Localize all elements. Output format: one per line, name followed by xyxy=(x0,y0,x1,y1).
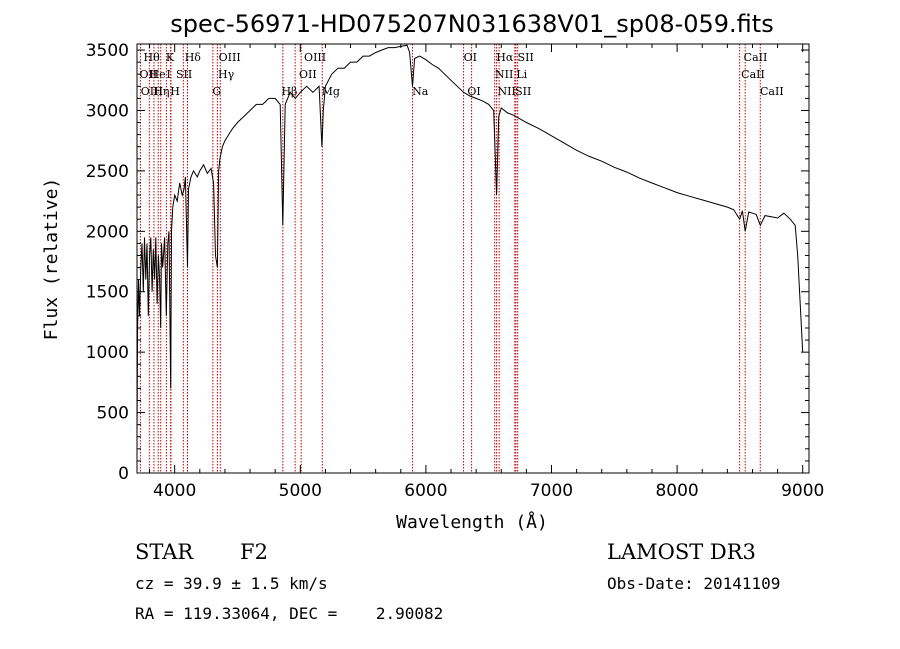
obs-date-text: Obs-Date: 20141109 xyxy=(607,574,780,593)
spectral-line-label: I xyxy=(167,68,171,81)
axis-ticks: 4000 5000 6000 7000 8000 9000 0 500 1000 1500 2000… xyxy=(86,41,825,501)
chart-title: spec-56971-HD075207N031638V01_sp08-059.f… xyxy=(170,10,773,38)
spectral-line-label: SII xyxy=(515,85,531,98)
survey-name: LAMOST DR3 xyxy=(607,540,756,564)
spectral-line-label: OI xyxy=(464,51,477,64)
spectral-line-label: Li xyxy=(516,68,527,81)
spectral-line-label: K xyxy=(166,51,175,64)
x-tick-label: 9000 xyxy=(781,481,824,501)
y-tick-label: 3500 xyxy=(86,41,129,61)
y-tick-label: 2000 xyxy=(86,222,129,242)
x-axis-label: Wavelength (Å) xyxy=(396,511,548,533)
y-tick-label: 1000 xyxy=(86,343,129,363)
flux-series-line xyxy=(136,44,804,437)
spectral-line-label: OII xyxy=(299,68,317,81)
spectral-line-label: NII xyxy=(495,68,513,81)
radec-text: RA = 119.33064, DEC = 2.90082 xyxy=(135,604,443,623)
spectral-line-label: H xyxy=(170,85,180,98)
x-tick-label: 6000 xyxy=(404,481,447,501)
x-tick-label: 7000 xyxy=(530,481,573,501)
x-tick-label: 5000 xyxy=(279,481,322,501)
spectral-line-label: OIII xyxy=(304,51,326,64)
x-tick-label: 8000 xyxy=(655,481,698,501)
y-tick-label: 3000 xyxy=(86,101,129,121)
spectral-line-label: Hη xyxy=(153,85,169,98)
spectral-line-label: Hβ xyxy=(281,85,297,98)
x-tick-label: 4000 xyxy=(153,481,196,501)
spectral-line-label: Mg xyxy=(322,85,340,98)
y-tick-label: 500 xyxy=(97,404,129,424)
y-tick-label: 0 xyxy=(118,464,129,484)
spectral-line-label: OIII xyxy=(141,85,163,98)
object-class: STAR xyxy=(135,540,194,564)
spectral-line-label: CaII xyxy=(744,51,768,64)
spectral-line-label: SII xyxy=(176,68,192,81)
y-tick-label: 1500 xyxy=(86,283,129,303)
spectral-lines xyxy=(139,44,761,473)
y-tick-label: 2500 xyxy=(86,162,129,182)
object-subclass: F2 xyxy=(240,540,268,564)
spectral-line-label: Hθ xyxy=(144,51,161,64)
spectral-line-label: OIII xyxy=(219,51,241,64)
spectral-line-label: Hγ xyxy=(218,68,235,81)
spectral-line-label: NII xyxy=(497,85,515,98)
spectral-line-label: Na xyxy=(412,85,429,98)
spectral-line-label: CaII xyxy=(760,85,784,98)
spectral-line-label: OII xyxy=(140,68,158,81)
plot-frame xyxy=(136,43,810,474)
spectral-line-label: CaII xyxy=(741,68,765,81)
spectral-line-label: G xyxy=(212,85,221,98)
spectral-line-label: He xyxy=(150,68,166,81)
y-axis-label: Flux (relative) xyxy=(41,178,62,341)
spectral-line-label: OI xyxy=(467,85,480,98)
spectral-line-label: Hα xyxy=(496,51,514,64)
spectral-line-label: SII xyxy=(518,51,534,64)
redshift-text: cz = 39.9 ± 1.5 km/s xyxy=(135,574,328,593)
spectral-line-label: Hδ xyxy=(185,51,202,64)
